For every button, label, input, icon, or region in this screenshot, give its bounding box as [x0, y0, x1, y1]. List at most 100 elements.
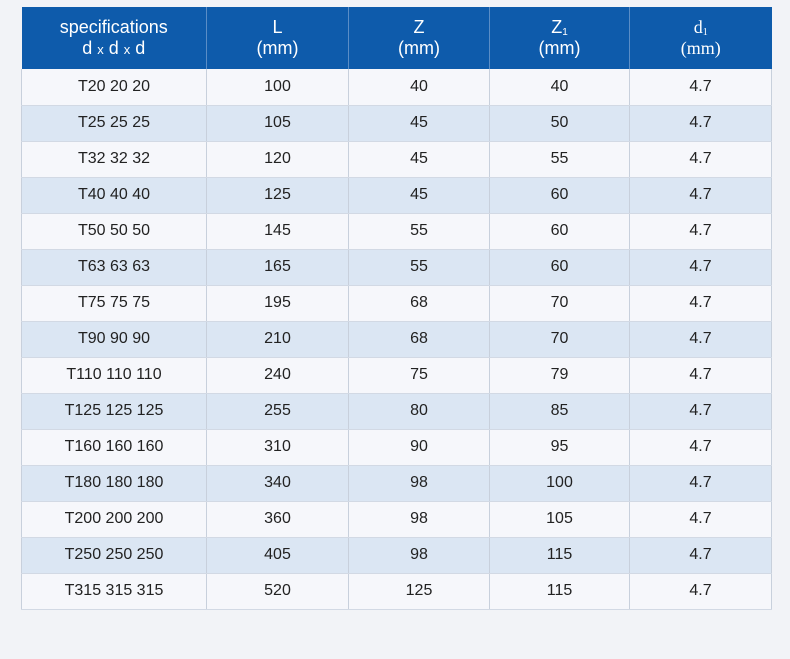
table-row: T32 32 32 120 45 55 4.7: [21, 141, 772, 178]
specifications-table: specifications d x d x d L (mm) Z (mm) Z…: [21, 7, 772, 610]
cell-d1: 4.7: [629, 321, 772, 358]
cell-d1: 4.7: [629, 357, 772, 394]
cell-spec: T200 200 200: [21, 501, 207, 538]
cell-z1: 70: [489, 321, 630, 358]
table-row: T40 40 40 125 45 60 4.7: [21, 177, 772, 214]
cell-spec: T180 180 180: [21, 465, 207, 502]
cell-z1: 105: [489, 501, 630, 538]
header-z1: Z1 (mm): [489, 7, 630, 69]
cell-l: 255: [206, 393, 349, 430]
cell-z1: 79: [489, 357, 630, 394]
table-row: T125 125 125 255 80 85 4.7: [21, 393, 772, 430]
cell-d1: 4.7: [629, 105, 772, 142]
cell-l: 105: [206, 105, 349, 142]
header-d1-unit: (mm): [680, 38, 721, 58]
header-d1-sub: 1: [702, 27, 708, 38]
cell-spec: T20 20 20: [21, 69, 207, 106]
cell-z1: 100: [489, 465, 630, 502]
cell-d1: 4.7: [629, 573, 772, 610]
cell-spec: T32 32 32: [21, 141, 207, 178]
cell-spec: T63 63 63: [21, 249, 207, 286]
header-l: L (mm): [206, 7, 349, 69]
table-row: T180 180 180 340 98 100 4.7: [21, 465, 772, 502]
cell-d1: 4.7: [629, 465, 772, 502]
header-z-unit: (mm): [398, 38, 440, 58]
cell-spec: T25 25 25: [21, 105, 207, 142]
table-row: T250 250 250 405 98 115 4.7: [21, 537, 772, 574]
cell-d1: 4.7: [629, 69, 772, 106]
cell-z: 68: [348, 321, 490, 358]
table-row: T315 315 315 520 125 115 4.7: [21, 573, 772, 610]
cell-spec: T160 160 160: [21, 429, 207, 466]
header-z: Z (mm): [348, 7, 490, 69]
cell-l: 340: [206, 465, 349, 502]
cell-z1: 40: [489, 69, 630, 106]
cell-l: 310: [206, 429, 349, 466]
cell-z: 45: [348, 105, 490, 142]
table-row: T25 25 25 105 45 50 4.7: [21, 105, 772, 142]
table-row: T20 20 20 100 40 40 4.7: [21, 69, 772, 106]
cell-z: 68: [348, 285, 490, 322]
cell-z1: 115: [489, 573, 630, 610]
cell-z: 40: [348, 69, 490, 106]
cell-l: 145: [206, 213, 349, 250]
header-spec-dims: d x d x d: [22, 38, 207, 60]
cell-d1: 4.7: [629, 537, 772, 574]
cell-z1: 70: [489, 285, 630, 322]
cell-z: 80: [348, 393, 490, 430]
cell-d1: 4.7: [629, 213, 772, 250]
cell-l: 125: [206, 177, 349, 214]
cell-z1: 95: [489, 429, 630, 466]
cell-z: 98: [348, 465, 490, 502]
dim-d: d: [135, 37, 146, 58]
cell-l: 210: [206, 321, 349, 358]
header-l-unit: (mm): [256, 38, 299, 58]
table-header: specifications d x d x d L (mm) Z (mm) Z…: [21, 7, 772, 69]
cell-z: 45: [348, 141, 490, 178]
cell-z1: 60: [489, 213, 630, 250]
cell-z1: 55: [489, 141, 630, 178]
cell-d1: 4.7: [629, 501, 772, 538]
cell-z1: 85: [489, 393, 630, 430]
cell-d1: 4.7: [629, 249, 772, 286]
cell-d1: 4.7: [629, 429, 772, 466]
cell-l: 240: [206, 357, 349, 394]
header-d1-label: d1: [630, 17, 772, 38]
cell-d1: 4.7: [629, 141, 772, 178]
cell-z: 75: [348, 357, 490, 394]
cell-l: 165: [206, 249, 349, 286]
header-specifications: specifications d x d x d: [22, 7, 207, 69]
cell-spec: T50 50 50: [21, 213, 207, 250]
header-d1-base: d: [693, 17, 703, 37]
cell-z: 55: [348, 249, 490, 286]
cell-spec: T75 75 75: [21, 285, 207, 322]
cell-z: 98: [348, 501, 490, 538]
cell-spec: T90 90 90: [21, 321, 207, 358]
cell-l: 100: [206, 69, 349, 106]
cell-d1: 4.7: [629, 285, 772, 322]
cell-z: 45: [348, 177, 490, 214]
header-z-label: Z: [413, 17, 425, 37]
cell-z1: 50: [489, 105, 630, 142]
cell-spec: T125 125 125: [21, 393, 207, 430]
cell-z1: 60: [489, 177, 630, 214]
dim-x: x: [97, 41, 104, 57]
dim-x: x: [123, 41, 131, 57]
header-d1: d1 (mm): [629, 7, 772, 69]
table-row: T200 200 200 360 98 105 4.7: [21, 501, 772, 538]
table-row: T90 90 90 210 68 70 4.7: [21, 321, 772, 358]
header-z1-label: Z1: [490, 17, 629, 38]
cell-z: 90: [348, 429, 490, 466]
cell-z: 55: [348, 213, 490, 250]
cell-l: 405: [206, 537, 349, 574]
header-z1-unit: (mm): [538, 38, 581, 58]
cell-spec: T315 315 315: [21, 573, 207, 610]
table-row: T75 75 75 195 68 70 4.7: [21, 285, 772, 322]
table-row: T50 50 50 145 55 60 4.7: [21, 213, 772, 250]
cell-d1: 4.7: [629, 177, 772, 214]
cell-l: 360: [206, 501, 349, 538]
cell-l: 120: [206, 141, 349, 178]
header-z1-sub: 1: [562, 27, 568, 38]
cell-spec: T40 40 40: [21, 177, 207, 214]
cell-z: 98: [348, 537, 490, 574]
